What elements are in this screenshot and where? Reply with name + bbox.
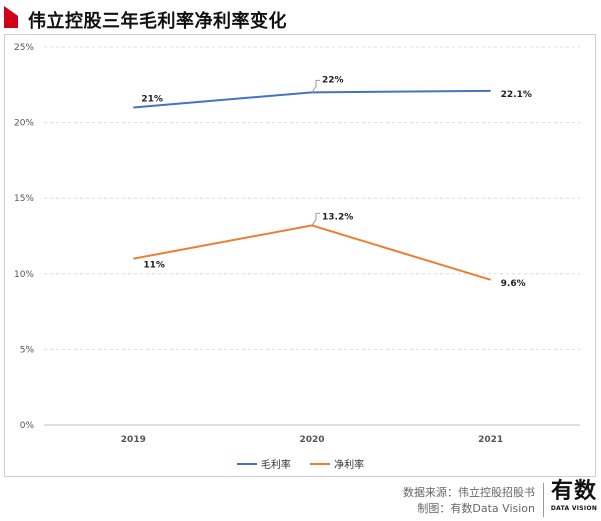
- brand-divider: [543, 483, 544, 517]
- x-tick-label: 2019: [121, 435, 146, 445]
- series-line: [133, 224, 491, 281]
- leader-line: [311, 79, 320, 93]
- data-label: 21%: [141, 94, 163, 104]
- header: 伟立控股三年毛利率净利率变化: [0, 0, 601, 34]
- legend-swatch-net: [310, 462, 331, 465]
- data-labels: 21% 22% 22.1% 11% 13.2% 9.6%: [141, 75, 532, 288]
- data-label: 13.2%: [322, 212, 353, 222]
- chart-frame: [4, 34, 596, 477]
- x-axis: 2019 2020 2021: [121, 435, 503, 445]
- y-tick-label: 15%: [14, 194, 34, 204]
- data-label: 11%: [143, 261, 165, 271]
- gridlines: [44, 46, 580, 426]
- series-lines: [133, 89, 491, 281]
- series-line: [133, 89, 491, 109]
- legend-item-gross[interactable]: 毛利率: [236, 456, 291, 471]
- y-tick-label: 10%: [14, 270, 34, 280]
- data-label: 22.1%: [501, 90, 532, 100]
- data-label: 22%: [322, 75, 344, 85]
- source-text: 数据来源：伟立控股招股书: [403, 486, 535, 499]
- x-tick-label: 2021: [478, 435, 503, 445]
- y-axis: 0% 5% 10% 15% 20% 25%: [14, 43, 34, 431]
- brand-sub: DATA VISION: [550, 505, 598, 512]
- legend-label-net: 净利率: [334, 460, 365, 471]
- brand-main: 有数: [550, 479, 597, 504]
- footer-source: 数据来源：伟立控股招股书 制图：有数Data Vision: [403, 485, 535, 517]
- legend-label-gross: 毛利率: [260, 460, 291, 471]
- y-tick-label: 20%: [14, 119, 34, 129]
- legend-swatch-gross: [236, 462, 257, 465]
- x-tick-label: 2020: [299, 435, 324, 445]
- brand-logo: 有数 DATA VISION: [548, 479, 600, 512]
- y-tick-label: 25%: [14, 43, 34, 53]
- y-tick-label: 5%: [20, 345, 35, 355]
- chart-title: 伟立控股三年毛利率净利率变化: [28, 11, 287, 32]
- made-by-text: 制图：有数Data Vision: [417, 502, 535, 515]
- leader-line: [311, 212, 320, 226]
- data-label: 9.6%: [501, 279, 526, 289]
- y-tick-label: 0%: [20, 421, 35, 431]
- legend-item-net[interactable]: 净利率: [310, 456, 364, 471]
- legend: 毛利率 净利率: [0, 456, 601, 471]
